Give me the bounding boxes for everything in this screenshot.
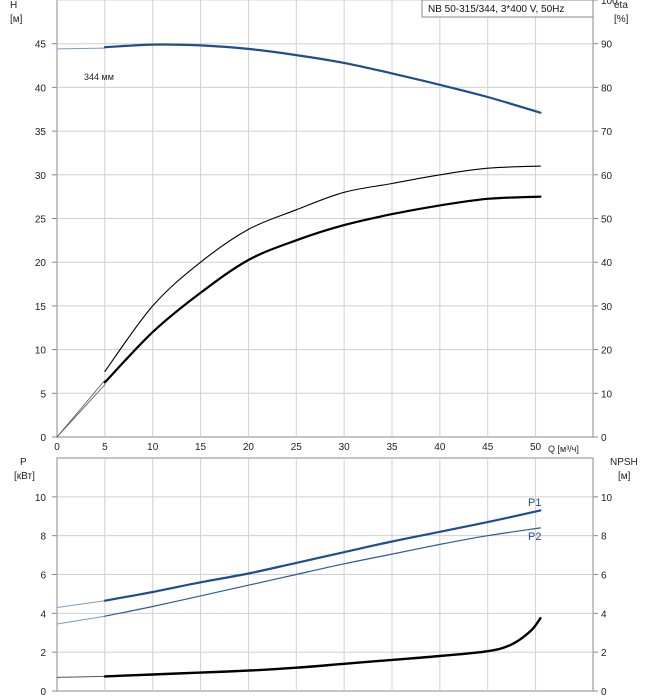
right-tick-label: 40 [601,258,613,269]
left-tick-label: 35 [35,127,47,138]
x-tick-label: 15 [195,442,207,453]
p-axis-unit: [кВт] [14,471,35,482]
right-tick-label: 50 [601,215,613,226]
right-tick-label: 20 [601,346,613,357]
right-tick-label: 60 [601,171,613,182]
series-npsh [103,617,542,678]
h-axis-name: H [10,0,17,11]
title-box [421,0,594,18]
series-head [103,43,542,114]
lower-grid [57,458,593,691]
eta-axis-unit: [%] [614,14,629,25]
right-tick-label: 10 [601,389,613,400]
x-tick-label: 5 [102,442,108,453]
right-tick-label: 10 [601,493,613,504]
upper-grid [57,0,593,437]
left-tick-label: 20 [35,258,47,269]
left-tick-label: 30 [35,171,47,182]
eta-axis-name: eta [614,0,628,11]
x-tick-label: 50 [530,442,542,453]
left-tick-label: 4 [40,609,46,620]
series-p2 [104,527,541,617]
left-tick-label: 40 [35,83,47,94]
series-npsh_ext [56,675,106,678]
left-tick-label: 25 [35,215,47,226]
x-tick-label: 10 [147,442,159,453]
left-tick-label: 6 [40,571,46,582]
series-eff2 [103,195,542,384]
lower-tick-labels: 0 2 4 6 8 10 0 2 4 6 8 10 [35,493,613,698]
series-p1_ext [56,600,106,608]
left-tick-label: 0 [40,687,46,698]
left-tick-label: 0 [40,433,46,444]
h-axis-unit: [м] [10,14,23,25]
left-tick-label: 10 [35,493,47,504]
upper-tick-labels: 0510152025303540450102030405060708090100… [35,0,618,453]
x-tick-label: 30 [339,442,351,453]
left-tick-label: 10 [35,346,47,357]
chart-title: NB 50-315/344, 3*400 V, 50Hz [428,4,564,15]
x-tick-label: 20 [243,442,255,453]
right-tick-label: 6 [601,571,607,582]
right-tick-label: 70 [601,127,613,138]
p1-label: P1 [528,497,541,509]
x-tick-label: 35 [386,442,398,453]
right-tick-label: 8 [601,532,607,543]
left-tick-label: 45 [35,40,47,51]
npsh-axis-name: NPSH [610,457,638,468]
right-tick-label: 100 [601,0,618,7]
right-tick-label: 80 [601,83,613,94]
series-eff [104,165,541,372]
left-tick-label: 2 [40,648,46,659]
right-tick-label: 0 [601,687,607,698]
series-p2_ext [56,615,106,625]
series-p1 [103,509,542,602]
upper-series [56,43,542,438]
x-tick-label: 25 [291,442,303,453]
left-tick-label: 8 [40,532,46,543]
right-tick-label: 90 [601,40,613,51]
lower-series [56,509,542,678]
right-tick-label: 4 [601,609,607,620]
x-tick-label: 0 [54,442,60,453]
p2-label: P2 [528,531,541,543]
series-eff_ext [56,379,106,438]
x-tick-label: 45 [482,442,494,453]
left-tick-label: 15 [35,302,47,313]
impeller-label: 344 мм [84,72,114,82]
series-head_ext [56,47,106,50]
right-tick-label: 0 [601,433,607,444]
left-tick-label: 5 [40,389,46,400]
npsh-axis-unit: [м] [618,471,631,482]
series-eff2_ext [56,384,106,438]
x-tick-label: 40 [434,442,446,453]
x-axis-label: Q [м³/ч] [548,444,579,454]
right-tick-label: 2 [601,648,607,659]
right-tick-label: 30 [601,302,613,313]
p-axis-name: P [20,457,27,468]
